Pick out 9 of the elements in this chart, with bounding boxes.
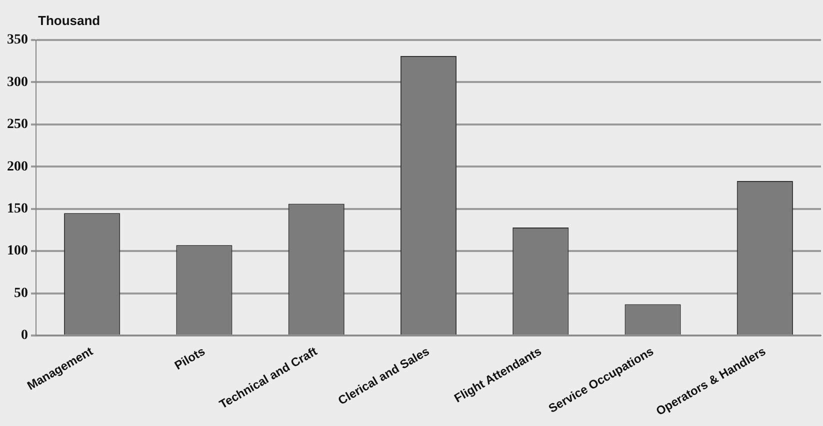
y-tick-label: 50 (14, 286, 28, 301)
y-tick-label: 200 (7, 159, 28, 174)
y-tick-label: 150 (7, 201, 28, 216)
y-tick-label: 100 (7, 244, 28, 259)
y-tick-label: 350 (7, 32, 28, 48)
y-tick-label: 0 (21, 328, 28, 344)
y-tick-label: 300 (7, 74, 28, 90)
y-tick-label: 250 (7, 117, 28, 132)
y-axis-title: Thousand (38, 13, 100, 28)
